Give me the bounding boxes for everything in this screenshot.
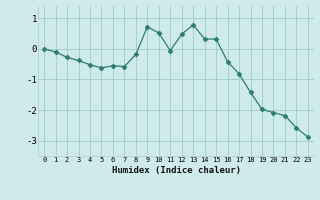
X-axis label: Humidex (Indice chaleur): Humidex (Indice chaleur) xyxy=(111,166,241,175)
